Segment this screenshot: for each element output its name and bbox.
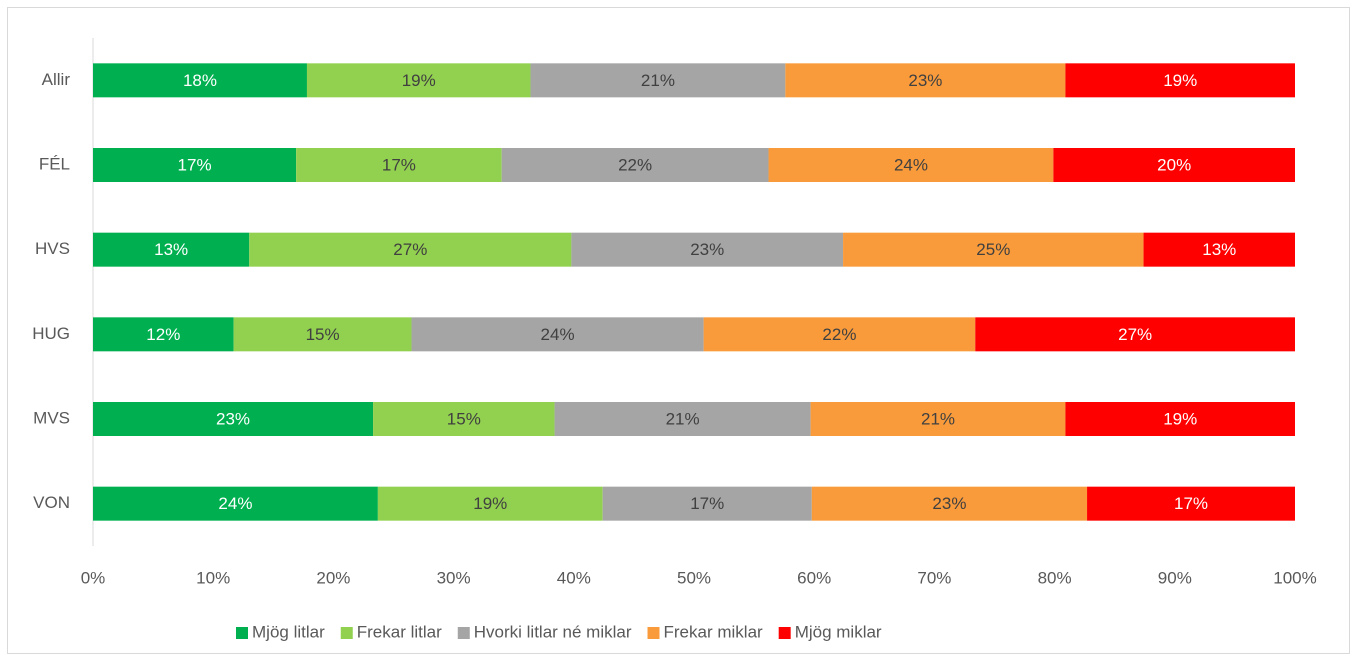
data-label: 19% bbox=[473, 494, 507, 513]
legend-swatch bbox=[778, 627, 791, 639]
data-label: 21% bbox=[921, 409, 955, 428]
bar-segment bbox=[373, 402, 555, 436]
data-label: 15% bbox=[306, 325, 340, 344]
data-label: 17% bbox=[382, 155, 416, 174]
data-label: 23% bbox=[932, 494, 966, 513]
data-label: 18% bbox=[183, 71, 217, 90]
bar-segment bbox=[571, 232, 844, 267]
x-tick-label: 70% bbox=[917, 568, 951, 587]
data-label: 17% bbox=[1174, 494, 1208, 513]
bar-segment bbox=[785, 63, 1066, 98]
y-tick-label: FÉL bbox=[39, 154, 70, 173]
data-label: 13% bbox=[154, 240, 188, 259]
data-label: 20% bbox=[1157, 155, 1191, 174]
x-tick-label: 40% bbox=[557, 568, 591, 587]
data-label: 25% bbox=[976, 240, 1010, 259]
x-tick-label: 20% bbox=[316, 568, 350, 587]
data-label: 23% bbox=[216, 409, 250, 428]
data-label: 27% bbox=[1118, 325, 1152, 344]
x-tick-label: 100% bbox=[1273, 568, 1316, 587]
bar-segment bbox=[306, 63, 531, 98]
legend-label: Hvorki litlar né miklar bbox=[474, 622, 632, 641]
bar-segment bbox=[843, 232, 1144, 267]
bar-segment bbox=[1087, 486, 1295, 521]
legend-swatch bbox=[457, 627, 470, 639]
bar-segment bbox=[93, 63, 307, 98]
legend-label: Frekar litlar bbox=[357, 622, 442, 641]
bar-segment bbox=[530, 63, 786, 98]
data-label: 19% bbox=[1163, 71, 1197, 90]
x-tick-label: 10% bbox=[196, 568, 230, 587]
bar-segment bbox=[768, 148, 1054, 182]
y-tick-label: HUG bbox=[32, 324, 70, 343]
bar-segment bbox=[501, 148, 769, 182]
y-tick-label: Allir bbox=[42, 70, 71, 89]
bar-segment bbox=[554, 402, 811, 436]
data-label: 17% bbox=[690, 494, 724, 513]
data-label: 22% bbox=[822, 325, 856, 344]
legend-swatch bbox=[647, 627, 660, 639]
data-label: 24% bbox=[218, 494, 252, 513]
bar-segment bbox=[1065, 402, 1295, 436]
data-label: 23% bbox=[908, 71, 942, 90]
x-tick-label: 30% bbox=[437, 568, 471, 587]
bar-segment bbox=[411, 317, 704, 352]
data-label: 22% bbox=[618, 155, 652, 174]
data-label: 13% bbox=[1202, 240, 1236, 259]
bar-segment bbox=[811, 486, 1088, 521]
y-tick-label: HVS bbox=[35, 239, 70, 258]
bar-segment bbox=[93, 232, 250, 267]
data-label: 15% bbox=[447, 409, 481, 428]
x-tick-label: 90% bbox=[1158, 568, 1192, 587]
data-label: 12% bbox=[146, 325, 180, 344]
bar-segment bbox=[93, 148, 297, 182]
bar-segment bbox=[703, 317, 976, 352]
x-tick-label: 80% bbox=[1038, 568, 1072, 587]
x-tick-label: 60% bbox=[797, 568, 831, 587]
legend-label: Mjög miklar bbox=[795, 622, 882, 641]
bar-segment bbox=[249, 232, 572, 267]
data-label: 24% bbox=[541, 325, 575, 344]
data-label: 24% bbox=[894, 155, 928, 174]
data-label: 19% bbox=[1163, 409, 1197, 428]
bar-segment bbox=[377, 486, 603, 521]
data-label: 27% bbox=[393, 240, 427, 259]
bar-segment bbox=[602, 486, 812, 521]
data-label: 19% bbox=[402, 71, 436, 90]
data-label: 21% bbox=[641, 71, 675, 90]
bar-segment bbox=[810, 402, 1066, 436]
bar-segment bbox=[296, 148, 502, 182]
bar-segment bbox=[93, 402, 374, 436]
bar-segment bbox=[1065, 63, 1295, 98]
y-tick-label: MVS bbox=[33, 408, 70, 427]
x-tick-label: 50% bbox=[677, 568, 711, 587]
data-label: 17% bbox=[178, 155, 212, 174]
bar-segment bbox=[1143, 232, 1295, 267]
legend-label: Frekar miklar bbox=[664, 622, 764, 641]
y-tick-label: VON bbox=[33, 493, 70, 512]
bar-segment bbox=[975, 317, 1295, 352]
data-label: 23% bbox=[690, 240, 724, 259]
bar-segment bbox=[93, 317, 234, 352]
legend-label: Mjög litlar bbox=[252, 622, 325, 641]
legend-swatch bbox=[236, 627, 248, 639]
bar-segment bbox=[233, 317, 412, 352]
bar-segment bbox=[93, 486, 378, 521]
data-label: 21% bbox=[666, 409, 700, 428]
bar-segment bbox=[1053, 148, 1295, 182]
x-tick-label: 0% bbox=[81, 568, 106, 587]
legend-swatch bbox=[340, 627, 353, 639]
